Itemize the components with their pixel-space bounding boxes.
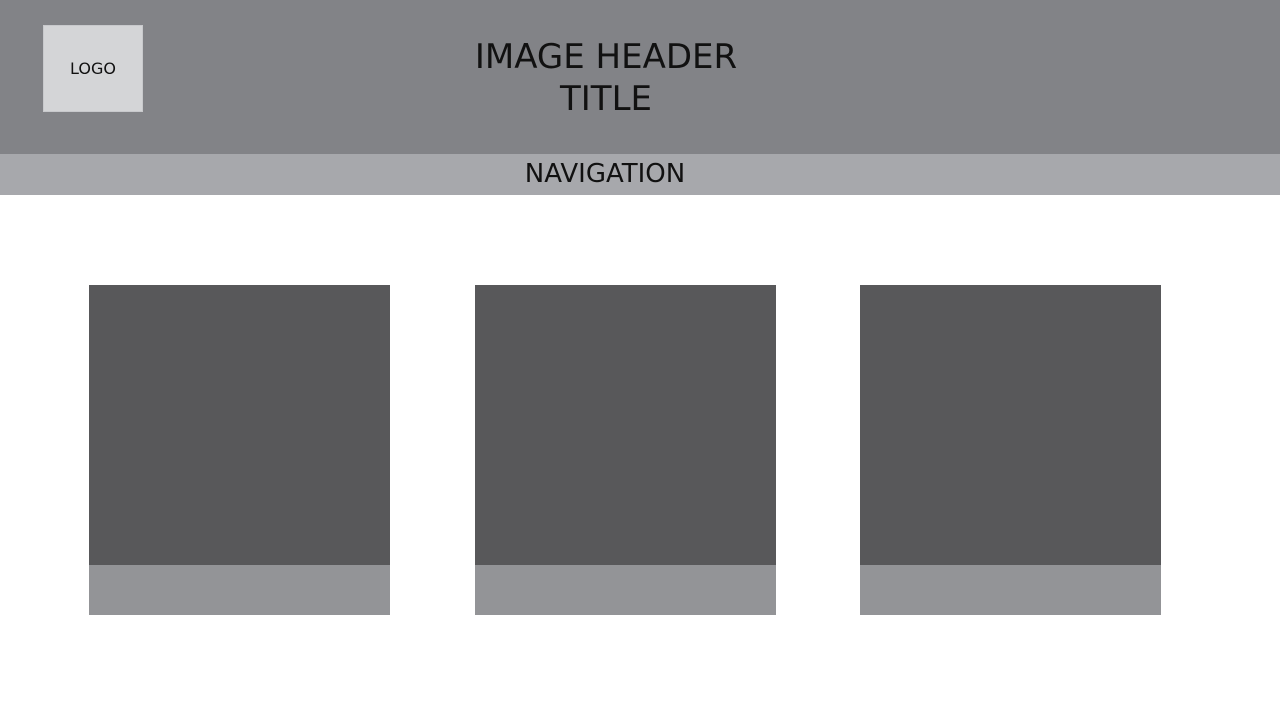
card-image-placeholder — [475, 285, 776, 565]
card-caption-placeholder — [475, 565, 776, 615]
logo-label: LOGO — [70, 59, 116, 78]
page-header: LOGO IMAGE HEADER TITLE — [0, 0, 1280, 154]
content-card-1[interactable] — [89, 285, 390, 615]
card-caption-placeholder — [89, 565, 390, 615]
navigation-bar[interactable]: NAVIGATION — [0, 154, 1280, 195]
navigation-label: NAVIGATION — [524, 159, 686, 189]
logo[interactable]: LOGO — [43, 25, 143, 112]
page-title-line-2: TITLE — [560, 79, 652, 119]
content-card-3[interactable] — [860, 285, 1161, 615]
card-caption-placeholder — [860, 565, 1161, 615]
card-image-placeholder — [860, 285, 1161, 565]
content-card-2[interactable] — [475, 285, 776, 615]
page-title-line-1: IMAGE HEADER — [474, 37, 738, 77]
card-image-placeholder — [89, 285, 390, 565]
page-title: IMAGE HEADER TITLE — [456, 36, 756, 120]
